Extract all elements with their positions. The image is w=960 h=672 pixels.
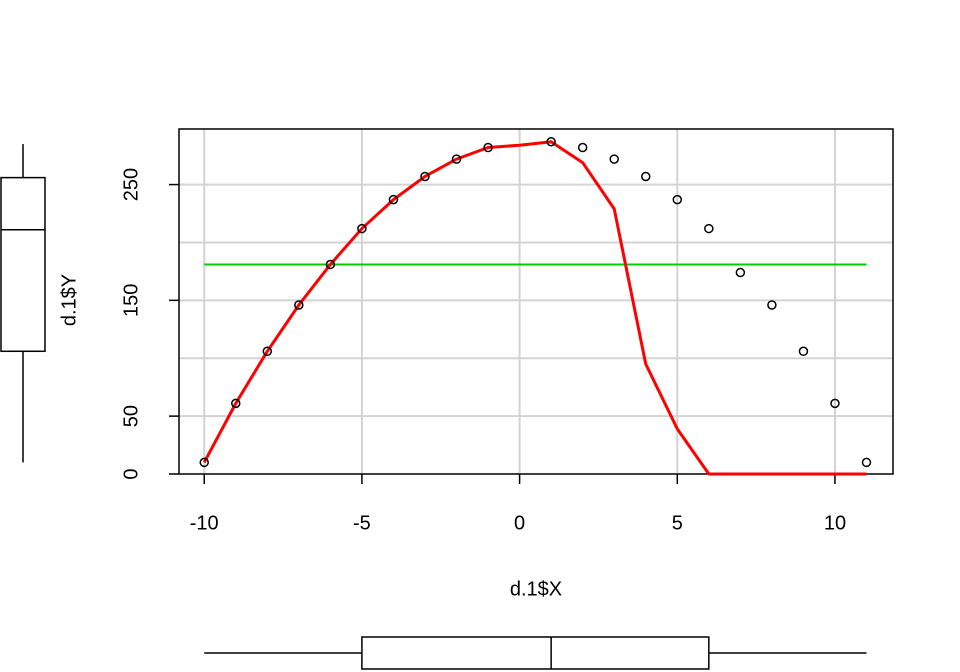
point [798,346,809,357]
x-axis-label: d.1$X [510,578,562,600]
point [388,194,399,205]
y-tick-label: 0 [120,468,142,479]
fit-line [202,140,867,476]
point [577,142,588,153]
x-tick-label: -5 [353,512,371,534]
point [199,457,209,468]
y-tick-label: 50 [120,405,142,427]
x-tick-label: 0 [514,512,525,534]
point [325,259,336,270]
point [420,171,430,182]
point [609,154,619,164]
point [830,398,840,409]
point [767,300,777,310]
box-body [0,176,46,353]
y-axis-label: d.1$Y [58,274,80,326]
y-tick-label: 250 [120,168,142,201]
point [546,136,556,147]
plot-frame [178,128,894,475]
point [861,457,872,468]
y-tick-label: 150 [120,284,142,317]
point [231,398,241,409]
point [262,346,273,357]
x-tick-label: -10 [190,512,219,534]
x-tick-label: 5 [672,512,683,534]
box-body [361,636,710,670]
point [451,154,462,164]
point [640,171,651,182]
point [483,142,493,153]
point [357,223,367,234]
point [704,223,714,234]
point [735,267,746,278]
x-tick-label: 10 [824,512,846,534]
point [294,300,304,310]
point [672,194,683,205]
